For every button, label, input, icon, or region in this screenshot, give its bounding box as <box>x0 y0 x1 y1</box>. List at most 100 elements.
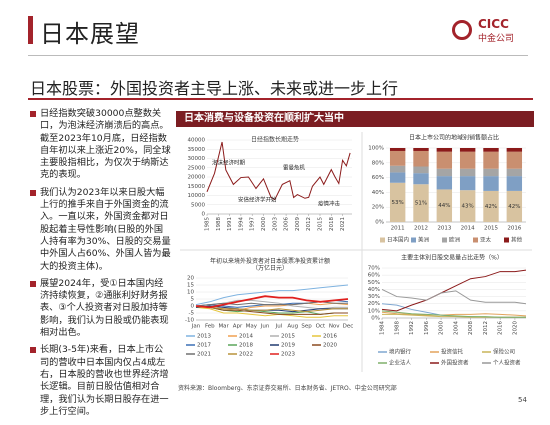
legend-swatch <box>504 237 509 243</box>
y-tick-label: 0% <box>371 316 380 322</box>
x-tick-label: Jan <box>191 324 201 330</box>
bar-segment <box>483 151 499 169</box>
bar-segment <box>459 148 476 152</box>
x-tick-label: Sep <box>301 324 312 330</box>
line-series <box>381 269 527 312</box>
logo-text: CICC <box>478 17 509 31</box>
x-tick-label: Jul <box>275 324 283 330</box>
y-tick-label: 30% <box>368 294 380 300</box>
y-tick-label: 40000 <box>188 138 206 144</box>
x-tick-label: Apr <box>233 324 243 330</box>
y-tick-label: 60% <box>372 175 384 181</box>
y-tick-label: 80% <box>372 160 384 166</box>
legend-swatch <box>473 237 478 243</box>
bar-segment <box>483 148 499 152</box>
legend-label: 2019 <box>281 343 295 349</box>
slide-title: 日本展望 <box>40 20 140 48</box>
divider <box>28 55 528 56</box>
legend-label: 2018 <box>239 343 253 349</box>
y-tick-label: 0 <box>202 212 206 218</box>
annotation: 安倍经济学开始 <box>238 196 277 204</box>
bullet: 长期(3-5年)来看，日本上市公司的营收中日本国内仅占4成左右，日本股的营收也世… <box>30 344 172 418</box>
y-tick-label: 70% <box>368 266 380 272</box>
line-series <box>195 306 348 318</box>
legend-label: 境内银行 <box>389 348 412 356</box>
chart-title: 日本上市公司的地域别销售额占比 <box>409 134 499 142</box>
legend-label: 2022 <box>239 352 253 358</box>
bar-segment <box>506 176 523 191</box>
data-label: 53% <box>392 200 404 206</box>
x-tick-label: May <box>246 324 258 330</box>
bar-segment <box>506 148 523 152</box>
y-tick-label: 0 <box>191 304 195 310</box>
legend-label: 欧洲 <box>449 236 461 244</box>
data-label: 44% <box>438 203 450 209</box>
legend-swatch <box>380 237 385 243</box>
y-tick-label: 35000 <box>188 147 206 153</box>
legend-label: 投资信托 <box>441 348 464 356</box>
bullet: 我们认为2023年以来日股大幅上行的推手来自于外国资金的流入。一直以来，外国资金… <box>30 187 172 273</box>
y-tick-label: 10 <box>187 290 194 296</box>
y-tick-label: 40% <box>368 287 380 293</box>
bar-segment <box>436 148 453 152</box>
x-tick-label: 1985 <box>205 217 211 231</box>
bar-segment <box>436 189 453 222</box>
x-tick-label: 2016 <box>507 226 521 232</box>
legend-label: 2017 <box>197 343 211 349</box>
y-tick-label: -10 <box>185 318 194 324</box>
legend-label: 2020 <box>323 343 337 349</box>
bar-segment <box>389 150 406 166</box>
legend-label: 外国投资者 <box>441 359 469 367</box>
chart-title: 主要主体別日股交易量占比走势（%） <box>401 254 503 262</box>
x-tick-label: 2003 <box>272 217 278 231</box>
legend-swatch <box>442 237 447 243</box>
legend-label: 2021 <box>197 352 211 358</box>
x-tick-label: 1997 <box>250 217 256 231</box>
legend-label: 2023 <box>281 352 295 358</box>
bar-segment <box>413 150 429 167</box>
x-tick-label: 2015 <box>317 217 323 231</box>
data-label: 42% <box>508 204 520 210</box>
line-series <box>381 288 527 305</box>
x-tick-label: Aug <box>287 324 298 330</box>
line-series <box>381 311 527 317</box>
y-tick-label: 40% <box>372 190 384 196</box>
y-tick-label: 30000 <box>188 156 206 162</box>
page-number: 54 <box>518 396 527 404</box>
x-tick-label: 2012 <box>414 226 428 232</box>
x-tick-label: 1994 <box>238 217 244 231</box>
y-tick-label: 20 <box>187 276 194 282</box>
x-tick-label: 1988 <box>216 217 222 231</box>
bar-segment <box>483 190 499 222</box>
x-tick-label: 1984 <box>380 321 386 335</box>
title-accent <box>28 16 33 44</box>
bar-segment <box>436 151 453 169</box>
x-tick-label: Oct <box>316 324 326 330</box>
chart-title: 年初以来境外投资者对日本股票净投资累计额（万亿日元） <box>210 257 330 272</box>
x-tick-label: 1991 <box>227 217 233 231</box>
data-label: 43% <box>462 204 474 210</box>
bar-segment <box>413 173 429 185</box>
y-tick-label: 50% <box>368 280 380 286</box>
x-tick-label: 2000 <box>439 321 445 335</box>
y-tick-label: 0% <box>375 220 384 226</box>
bar-segment <box>436 176 453 190</box>
legend-label: 2015 <box>281 334 295 340</box>
logo-mark <box>452 20 472 40</box>
y-tick-label: 20% <box>368 301 380 307</box>
x-tick-label: 2016 <box>498 321 504 335</box>
source-note: 资料来源：Bloomberg、东京证券交易所、日本财务省、JETRO、中金公司研… <box>178 385 397 392</box>
legend-label: 2016 <box>323 334 337 340</box>
bar-segment <box>506 168 523 177</box>
line-series <box>195 305 348 313</box>
divider <box>28 98 533 100</box>
y-tick-label: 60% <box>368 273 380 279</box>
x-tick-label: 2011 <box>391 226 405 232</box>
x-tick-label: 2014 <box>461 226 475 232</box>
logo-text: 中金公司 <box>478 34 515 44</box>
x-tick-label: 2009 <box>295 217 301 231</box>
y-tick-label: 20000 <box>188 175 206 181</box>
x-tick-label: 2004 <box>453 321 459 335</box>
y-tick-label: 20% <box>372 205 384 211</box>
